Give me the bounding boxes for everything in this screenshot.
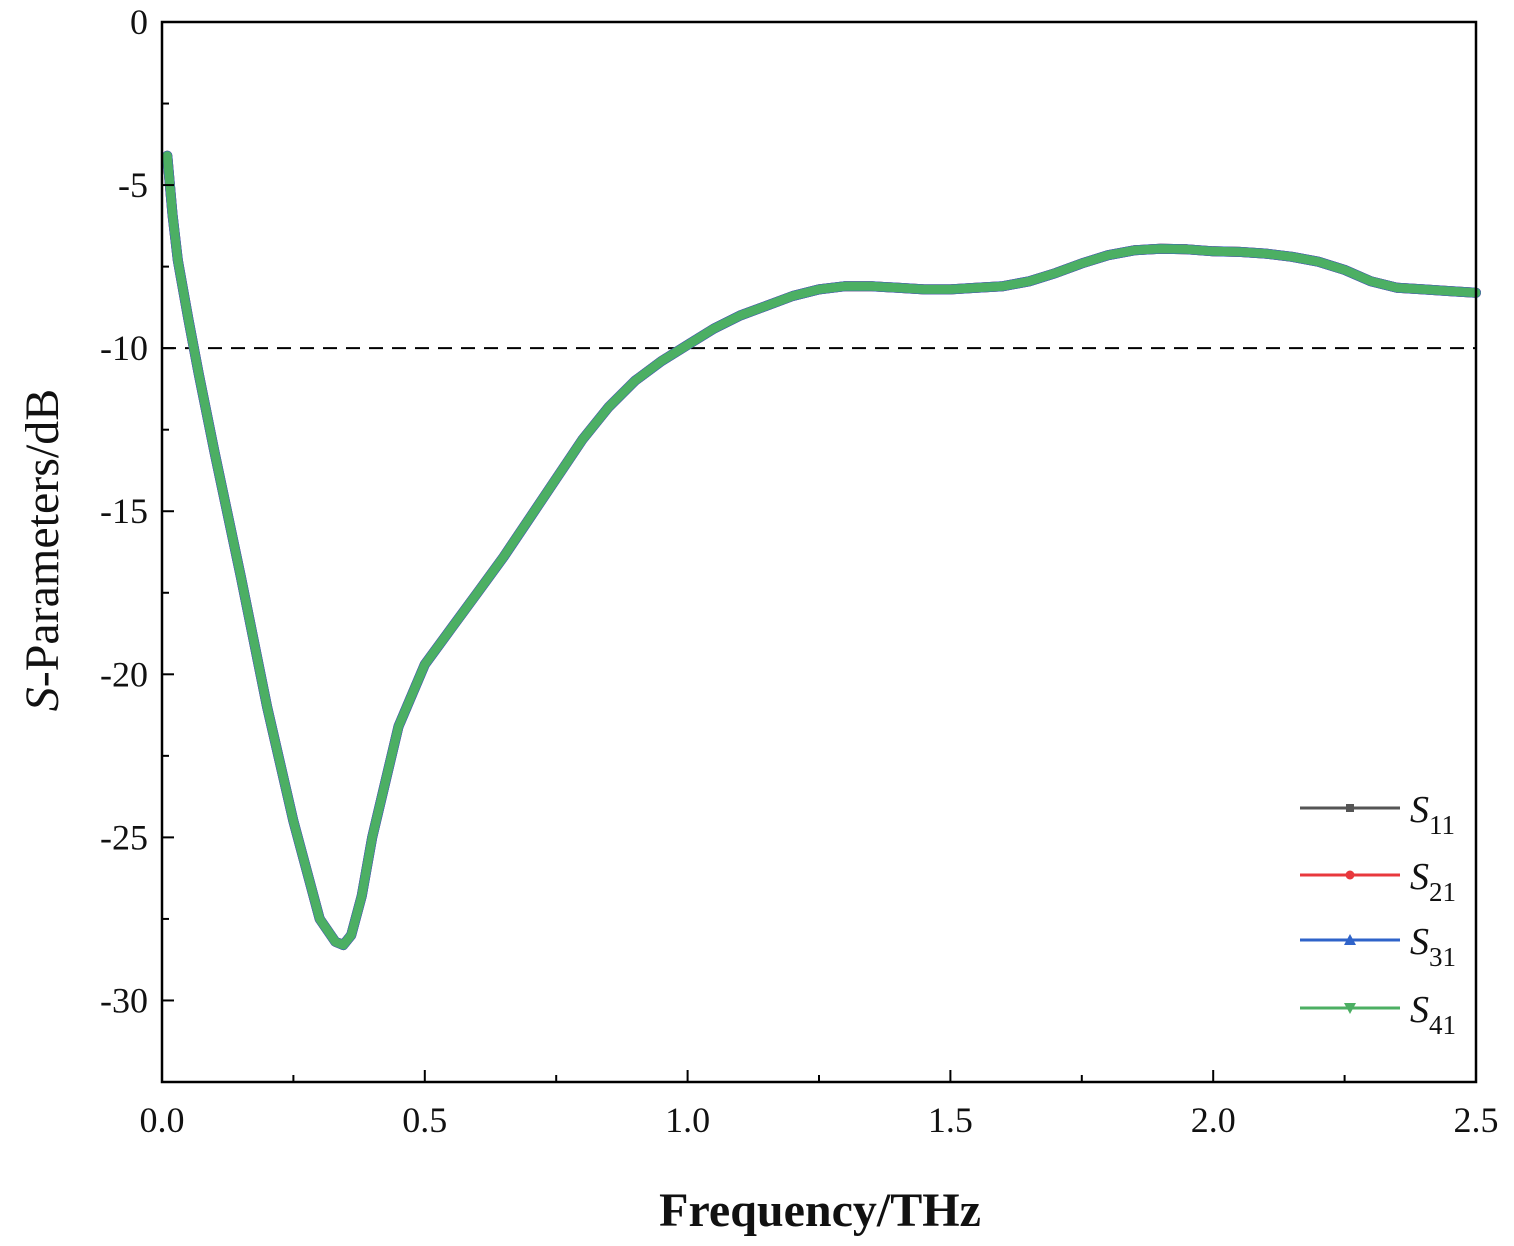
y-tick-label: -15 xyxy=(100,491,148,531)
data-point-s41 xyxy=(1288,253,1296,261)
data-point-s41 xyxy=(211,449,219,457)
data-point-s41 xyxy=(195,370,203,378)
series-line-s41 xyxy=(162,151,1481,950)
data-point-s41 xyxy=(237,572,245,580)
data-point-s41 xyxy=(1025,277,1033,285)
y-axis-title-rest: -Parameters/dB xyxy=(16,389,69,688)
legend-marker-s31 xyxy=(1344,934,1356,945)
legend-label-letter: S xyxy=(1410,921,1429,963)
data-point-s41 xyxy=(1183,245,1191,253)
data-point-s41 xyxy=(263,703,271,711)
legend-label-s41: S41 xyxy=(1410,989,1456,1040)
x-tick-label: 2.5 xyxy=(1454,1100,1499,1140)
data-point-s41 xyxy=(684,341,692,349)
legend-label-s31: S31 xyxy=(1410,921,1456,972)
data-point-s41 xyxy=(358,892,366,900)
data-point-s41 xyxy=(762,302,770,310)
y-axis-title-italic: S xyxy=(16,687,69,711)
data-point-s41 xyxy=(578,435,586,443)
data-point-s41 xyxy=(1130,246,1138,254)
data-point-s41 xyxy=(1157,245,1165,253)
data-point-s41 xyxy=(868,282,876,290)
data-point-s41 xyxy=(526,514,534,522)
legend-marker-s11 xyxy=(1346,804,1354,812)
data-point-s41 xyxy=(339,941,347,949)
data-point-s41 xyxy=(1104,251,1112,259)
data-point-s41 xyxy=(347,931,355,939)
data-point-s41 xyxy=(605,403,613,411)
x-axis-title: Frequency/THz xyxy=(659,1184,981,1237)
y-axis-title: S-Parameters/dB xyxy=(16,389,69,712)
data-point-s41 xyxy=(710,325,718,333)
data-point-s41 xyxy=(1446,287,1454,295)
axes-layer: 0.0 0.5 1.0 1.5 2.0 2.5 0 -5 -10 -15 -20 -25 -30 xyxy=(100,2,1499,1140)
data-point-s41 xyxy=(1341,266,1349,274)
data-point-s41 xyxy=(894,284,902,292)
data-point-s41 xyxy=(1235,248,1243,256)
data-point-s41 xyxy=(1209,247,1217,255)
data-point-s41 xyxy=(368,833,376,841)
data-point-s41 xyxy=(163,152,171,160)
y-tick-label: -10 xyxy=(100,328,148,368)
legend-label-letter: S xyxy=(1410,856,1429,898)
data-point-s41 xyxy=(169,210,177,218)
data-point-s41 xyxy=(184,315,192,323)
legend-label-letter: S xyxy=(1410,989,1429,1031)
legend-label-letter: S xyxy=(1410,789,1429,831)
data-point-s41 xyxy=(1314,258,1322,266)
data-point-s41 xyxy=(447,625,455,633)
legend-label-subscript: 41 xyxy=(1429,1010,1456,1040)
x-tick-label: 0.5 xyxy=(402,1100,447,1140)
y-tick-label: -30 xyxy=(100,980,148,1020)
data-point-s41 xyxy=(920,285,928,293)
data-point-s41 xyxy=(421,661,429,669)
data-point-s41 xyxy=(789,292,797,300)
data-point-s41 xyxy=(473,589,481,597)
legend-marker-s41 xyxy=(1344,1003,1356,1014)
data-point-s41 xyxy=(395,722,403,730)
data-point-s41 xyxy=(1078,259,1086,267)
data-point-s41 xyxy=(1367,277,1375,285)
data-point-s41 xyxy=(946,285,954,293)
series-layer xyxy=(162,150,1481,950)
y-tick-label: -5 xyxy=(118,165,148,205)
data-point-s41 xyxy=(289,817,297,825)
data-point-s41 xyxy=(1262,250,1270,258)
series-line-s21 xyxy=(162,150,1481,950)
legend-label-subscript: 21 xyxy=(1429,877,1456,907)
data-point-s41 xyxy=(736,312,744,320)
data-point-s41 xyxy=(1052,269,1060,277)
data-point-s41 xyxy=(631,377,639,385)
x-tick-label: 1.0 xyxy=(665,1100,710,1140)
x-tick-label: 2.0 xyxy=(1191,1100,1236,1140)
legend-label-s11: S11 xyxy=(1410,789,1455,840)
y-tick-label: -20 xyxy=(100,654,148,694)
series-line-s31 xyxy=(162,150,1481,950)
legend-marker-s21 xyxy=(1345,870,1355,880)
data-point-s41 xyxy=(657,357,665,365)
data-point-s41 xyxy=(999,282,1007,290)
data-point-s41 xyxy=(331,938,339,946)
y-tick-label: -25 xyxy=(100,817,148,857)
y-tick-label: 0 xyxy=(130,2,148,42)
data-point-s41 xyxy=(815,285,823,293)
series-line-s11 xyxy=(162,150,1481,950)
data-point-s41 xyxy=(316,915,324,923)
data-point-s41 xyxy=(1393,284,1401,292)
legend-label-subscript: 31 xyxy=(1429,942,1456,972)
legend-label-subscript: 11 xyxy=(1429,810,1455,840)
data-point-s41 xyxy=(841,282,849,290)
legend-label-s21: S21 xyxy=(1410,856,1456,907)
data-point-s41 xyxy=(500,553,508,561)
x-tick-label: 1.5 xyxy=(928,1100,973,1140)
x-tick-label: 0.0 xyxy=(140,1100,185,1140)
data-point-s41 xyxy=(973,284,981,292)
data-point-s41 xyxy=(552,475,560,483)
data-point-s41 xyxy=(1419,285,1427,293)
data-point-s41 xyxy=(174,256,182,264)
